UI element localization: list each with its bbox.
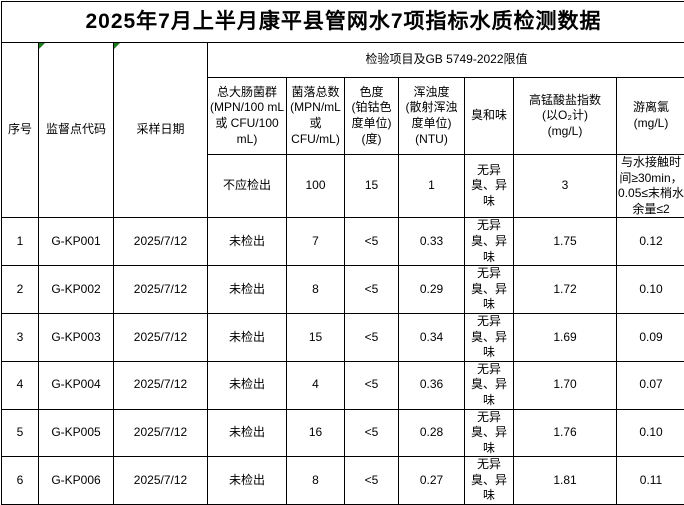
limit-free-chlorine: 与水接触时间≥30min，0.05≤末梢水余量≤2 (617, 155, 684, 218)
cell-coliform: 未检出 (208, 409, 287, 457)
page-title: 2025年7月上半月康平县管网水7项指标水质检测数据 (2, 2, 684, 43)
cell-colony-count: 15 (287, 313, 345, 361)
cell-odor: 无异臭、异味 (465, 266, 514, 314)
cell-permanganate: 1.72 (514, 266, 617, 314)
limit-permanganate: 3 (514, 155, 617, 218)
cell-chroma: <5 (345, 218, 399, 266)
limit-turbidity: 1 (399, 155, 465, 218)
cell-site-code: G-KP002 (39, 266, 114, 314)
col-header-chroma: 色度 (铂钴色 度单位) (度) (345, 78, 399, 155)
cell-sample-date: 2025/7/12 (114, 361, 208, 409)
cell-colony-count: 4 (287, 361, 345, 409)
cell-site-code: G-KP001 (39, 218, 114, 266)
limit-chroma: 15 (345, 155, 399, 218)
table-row: 5 G-KP005 2025/7/12 未检出 16 <5 0.28 无异臭、异… (2, 409, 684, 457)
cell-free-chlorine: 0.12 (617, 218, 684, 266)
cell-permanganate: 1.70 (514, 361, 617, 409)
cell-site-code: G-KP005 (39, 409, 114, 457)
cell-chroma: <5 (345, 361, 399, 409)
cell-seq: 4 (2, 361, 39, 409)
cell-turbidity: 0.27 (399, 457, 465, 505)
cell-permanganate: 1.81 (514, 457, 617, 505)
cell-seq: 1 (2, 218, 39, 266)
cell-sample-date: 2025/7/12 (114, 313, 208, 361)
cell-permanganate: 1.76 (514, 409, 617, 457)
cell-sample-date: 2025/7/12 (114, 457, 208, 505)
col-header-seq: 序号 (2, 43, 39, 218)
cell-colony-count: 8 (287, 266, 345, 314)
header-row-group: 序号 监督点代码 采样日期 检验项目及GB 5749-2022限值 (2, 43, 684, 78)
cell-chroma: <5 (345, 409, 399, 457)
cell-site-code: G-KP004 (39, 361, 114, 409)
group-header-gb-limits: 检验项目及GB 5749-2022限值 (208, 43, 684, 78)
cell-free-chlorine: 0.10 (617, 266, 684, 314)
cell-sample-date: 2025/7/12 (114, 409, 208, 457)
cell-colony-count: 8 (287, 457, 345, 505)
excel-flag-icon (114, 43, 120, 49)
col-header-turbidity: 浑浊度 (散射浑浊 度单位) (NTU) (399, 78, 465, 155)
cell-coliform: 未检出 (208, 457, 287, 505)
cell-free-chlorine: 0.07 (617, 361, 684, 409)
cell-turbidity: 0.33 (399, 218, 465, 266)
cell-odor: 无异臭、异味 (465, 409, 514, 457)
cell-odor: 无异臭、异味 (465, 457, 514, 505)
cell-site-code: G-KP003 (39, 313, 114, 361)
cell-turbidity: 0.34 (399, 313, 465, 361)
cell-coliform: 未检出 (208, 266, 287, 314)
col-header-coliform: 总大肠菌群 (MPN/100 mL 或 CFU/100 mL) (208, 78, 287, 155)
cell-permanganate: 1.75 (514, 218, 617, 266)
cell-coliform: 未检出 (208, 218, 287, 266)
limit-odor: 无异臭、异味 (465, 155, 514, 218)
title-row: 2025年7月上半月康平县管网水7项指标水质检测数据 (2, 2, 684, 43)
col-header-free-chlorine: 游离氯 (mg/L) (617, 78, 684, 155)
table-row: 2 G-KP002 2025/7/12 未检出 8 <5 0.29 无异臭、异味… (2, 266, 684, 314)
cell-sample-date: 2025/7/12 (114, 266, 208, 314)
cell-chroma: <5 (345, 313, 399, 361)
col-header-permanganate: 高锰酸盐指数 (以O₂计) (mg/L) (514, 78, 617, 155)
cell-colony-count: 16 (287, 409, 345, 457)
limit-colony-count: 100 (287, 155, 345, 218)
cell-seq: 2 (2, 266, 39, 314)
cell-sample-date: 2025/7/12 (114, 218, 208, 266)
cell-turbidity: 0.28 (399, 409, 465, 457)
table-row: 4 G-KP004 2025/7/12 未检出 4 <5 0.36 无异臭、异味… (2, 361, 684, 409)
col-header-site-code: 监督点代码 (39, 43, 114, 218)
cell-odor: 无异臭、异味 (465, 218, 514, 266)
table-row: 6 G-KP006 2025/7/12 未检出 8 <5 0.27 无异臭、异味… (2, 457, 684, 505)
table-row: 1 G-KP001 2025/7/12 未检出 7 <5 0.33 无异臭、异味… (2, 218, 684, 266)
cell-permanganate: 1.69 (514, 313, 617, 361)
cell-site-code: G-KP006 (39, 457, 114, 505)
limit-coliform: 不应检出 (208, 155, 287, 218)
col-header-colony-count: 菌落总数 (MPN/mL 或 CFU/mL) (287, 78, 345, 155)
table-row: 3 G-KP003 2025/7/12 未检出 15 <5 0.34 无异臭、异… (2, 313, 684, 361)
cell-seq: 6 (2, 457, 39, 505)
col-header-odor: 臭和味 (465, 78, 514, 155)
cell-chroma: <5 (345, 457, 399, 505)
cell-seq: 3 (2, 313, 39, 361)
cell-turbidity: 0.29 (399, 266, 465, 314)
cell-colony-count: 7 (287, 218, 345, 266)
excel-flag-icon (39, 43, 45, 49)
cell-free-chlorine: 0.09 (617, 313, 684, 361)
cell-coliform: 未检出 (208, 361, 287, 409)
col-header-site-code-label: 监督点代码 (46, 122, 106, 136)
col-header-sample-date: 采样日期 (114, 43, 208, 218)
cell-turbidity: 0.36 (399, 361, 465, 409)
cell-free-chlorine: 0.11 (617, 457, 684, 505)
cell-free-chlorine: 0.10 (617, 409, 684, 457)
col-header-sample-date-label: 采样日期 (136, 122, 184, 136)
cell-seq: 5 (2, 409, 39, 457)
cell-odor: 无异臭、异味 (465, 361, 514, 409)
cell-odor: 无异臭、异味 (465, 313, 514, 361)
cell-coliform: 未检出 (208, 313, 287, 361)
cell-chroma: <5 (345, 266, 399, 314)
